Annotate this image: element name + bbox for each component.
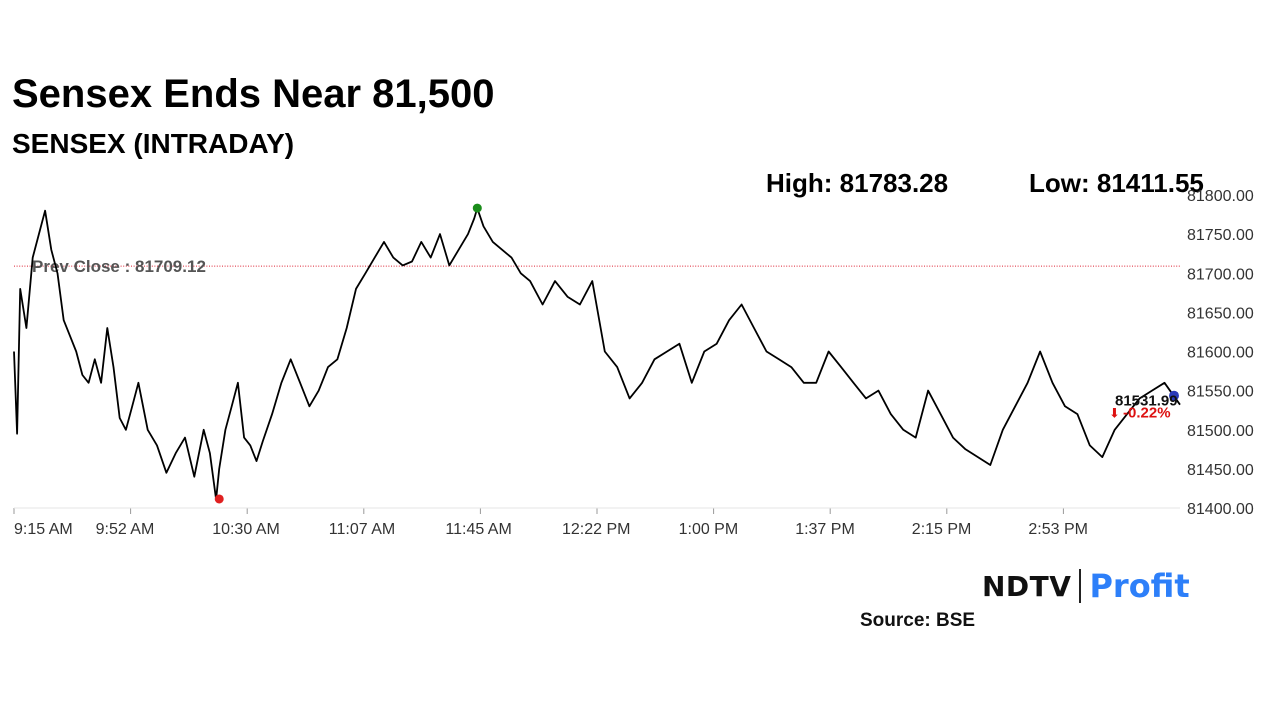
y-tick-label: 81800.00: [1187, 188, 1254, 205]
logo-profit-text: Profit: [1089, 567, 1190, 605]
y-tick-label: 81750.00: [1187, 227, 1254, 244]
y-tick-label: 81500.00: [1187, 423, 1254, 440]
prev-close-label: Prev Close : 81709.12: [32, 257, 206, 276]
high-label: High: 81783.28: [766, 168, 949, 198]
y-tick-label: 81600.00: [1187, 345, 1254, 362]
down-arrow-icon: ⬇: [1109, 407, 1120, 422]
high-point-marker: [472, 203, 482, 213]
y-tick-label: 81550.00: [1187, 384, 1254, 401]
x-tick-label: 9:15 AM: [14, 521, 73, 538]
change-percent-label: -0.22%: [1123, 405, 1171, 422]
x-tick-label: 2:53 PM: [1028, 521, 1088, 538]
y-tick-label: 81400.00: [1187, 501, 1254, 518]
x-tick-label: 11:07 AM: [329, 521, 395, 538]
y-tick-label: 81650.00: [1187, 305, 1254, 322]
last-point-marker: [1169, 390, 1179, 401]
y-tick-label: 81700.00: [1187, 266, 1254, 283]
subheadline: SENSEX (INTRADAY): [12, 128, 295, 159]
x-tick-label: 1:00 PM: [679, 521, 739, 538]
source-label: Source: BSE: [860, 610, 976, 631]
series-line-sensex: [13, 207, 1181, 501]
x-tick-label: 11:45 AM: [445, 521, 511, 538]
y-axis: 81400.00 81450.00 81500.00 81550.00 81600.00…: [1187, 188, 1254, 518]
x-tick-label: 1:37 PM: [795, 521, 855, 538]
logo-divider: [1079, 569, 1082, 603]
logo-ndtv-text: NDTV: [982, 569, 1072, 603]
low-point-marker: [214, 494, 224, 504]
x-tick-label: 10:30 AM: [212, 521, 280, 538]
y-tick-label: 81450.00: [1187, 462, 1254, 479]
x-axis: 9:15 AM 9:52 AM 10:30 AM 11:07 AM 11:45 AM 12…: [13, 508, 1088, 538]
x-tick-label: 2:15 PM: [912, 521, 972, 538]
headline: Sensex Ends Near 81,500: [12, 72, 495, 116]
x-tick-label: 9:52 AM: [96, 521, 155, 538]
x-tick-label: 12:22 PM: [562, 521, 630, 538]
ndtv-profit-logo: NDTV Profit: [982, 566, 1190, 606]
last-value-label: 81531.99: [1115, 393, 1178, 410]
low-label: Low: 81411.55: [1029, 168, 1204, 198]
